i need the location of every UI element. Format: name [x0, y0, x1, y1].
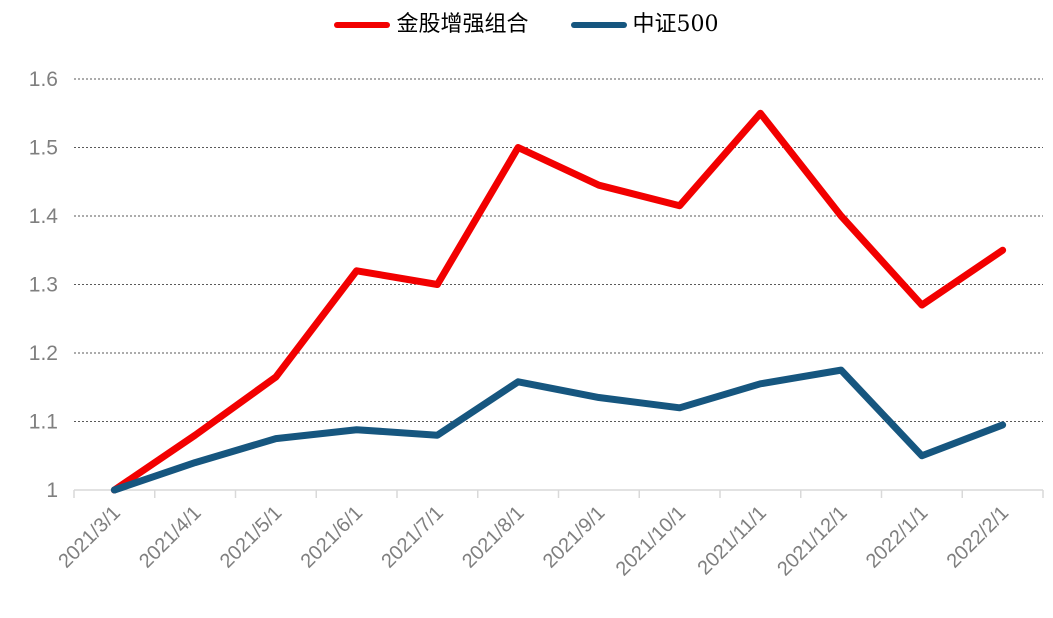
y-tick-label-1.6: 1.6 — [29, 68, 58, 91]
x-tick-label-2021/6/1: 2021/6/1 — [297, 502, 368, 573]
x-tick-label-2021/8/1: 2021/8/1 — [458, 502, 529, 573]
y-tick-label-1.1: 1.1 — [29, 411, 58, 434]
y-tick-label-1.5: 1.5 — [29, 137, 58, 160]
legend-swatch-blue-line — [570, 22, 627, 28]
x-tick-label-2021/12/1: 2021/12/1 — [773, 502, 851, 580]
legend-item-csi500[interactable]: 中证500 — [570, 12, 719, 37]
x-tick-label-2022/1/1: 2022/1/1 — [862, 502, 933, 573]
legend-label-csi500: 中证500 — [632, 12, 719, 37]
x-tick-label-2021/11/1: 2021/11/1 — [693, 502, 770, 579]
x-tick-label-2021/3/1: 2021/3/1 — [54, 502, 125, 573]
series-line-0[interactable] — [110, 109, 1007, 494]
legend: 金股增强组合 中证500 — [0, 14, 1053, 36]
x-tick-label-2021/9/1: 2021/9/1 — [539, 502, 610, 573]
y-tick-label-1.3: 1.3 — [29, 274, 58, 297]
series-line-1[interactable] — [110, 366, 1007, 494]
y-tick-label-1: 1 — [46, 479, 58, 502]
y-tick-label-1.4: 1.4 — [29, 205, 59, 228]
y-tick-label-1.2: 1.2 — [29, 342, 58, 365]
x-tick-label-2021/5/1: 2021/5/1 — [216, 502, 287, 573]
x-tick-label-2022/2/1: 2022/2/1 — [943, 502, 1014, 573]
x-tick-label-2021/10/1: 2021/10/1 — [612, 502, 690, 580]
x-tick-label-2021/7/1: 2021/7/1 — [377, 502, 448, 573]
x-tick-label-2021/4/1: 2021/4/1 — [135, 502, 206, 573]
legend-label-portfolio: 金股增强组合 — [396, 12, 529, 37]
legend-swatch-red-line — [334, 22, 391, 28]
legend-item-portfolio[interactable]: 金股增强组合 — [334, 12, 529, 37]
